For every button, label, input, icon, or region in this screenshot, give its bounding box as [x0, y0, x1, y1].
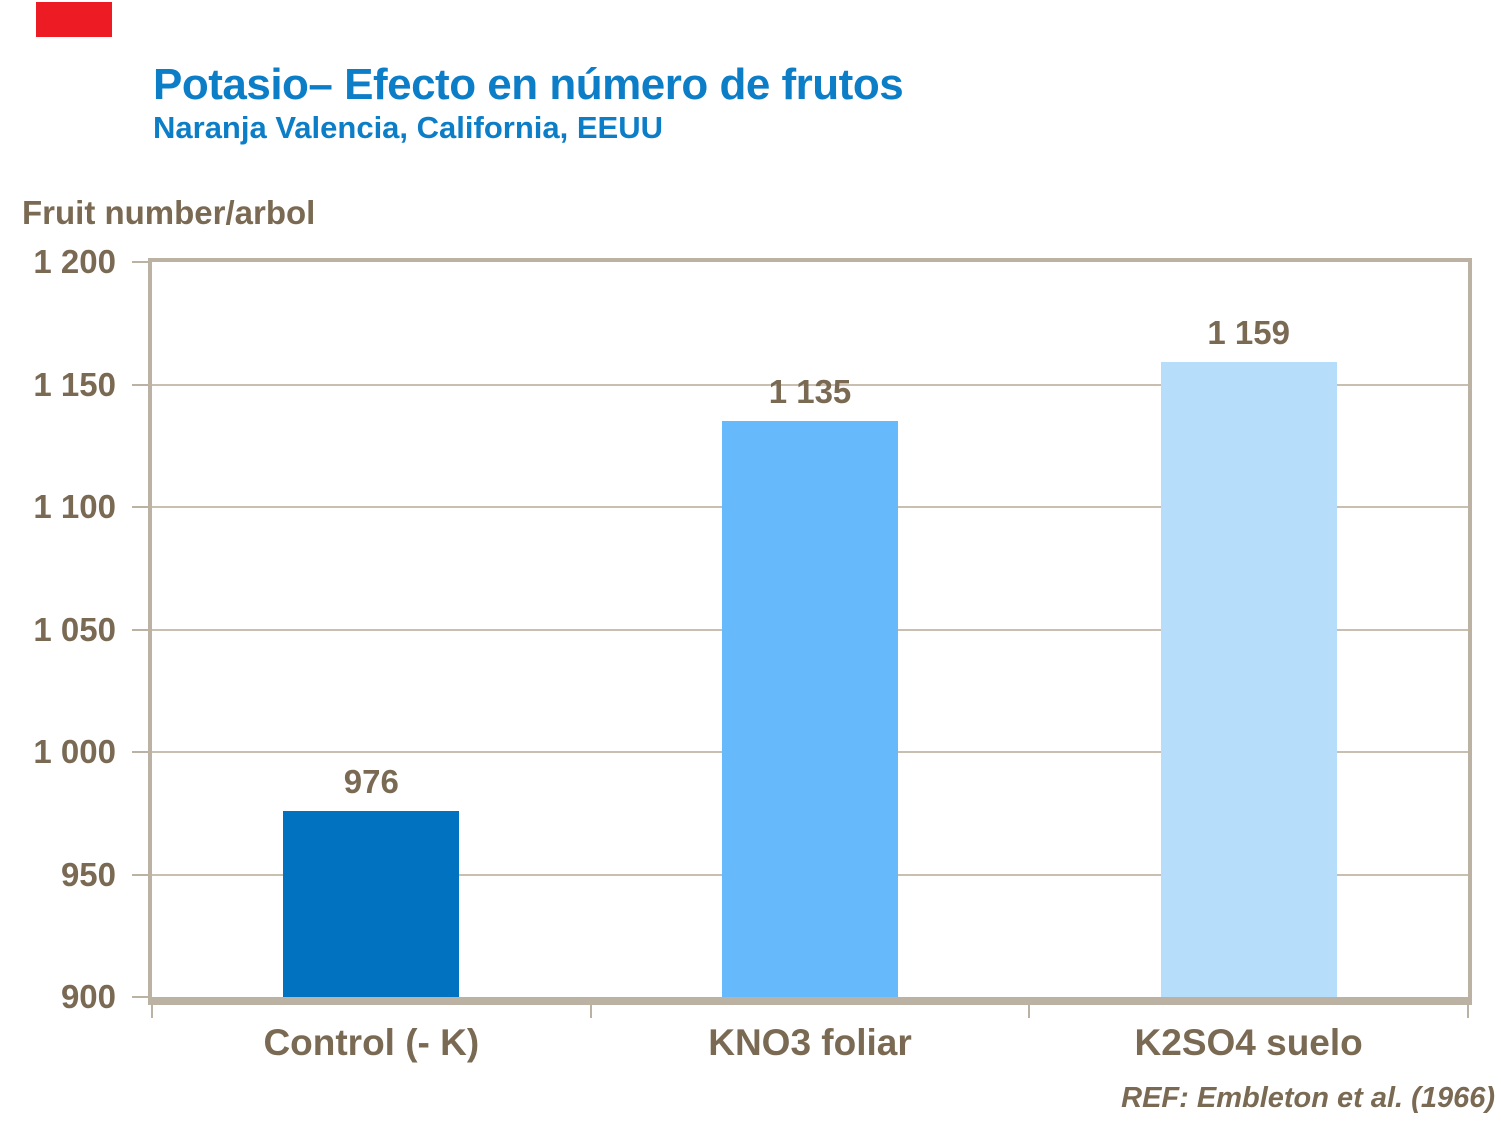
x-tick-mark	[151, 1005, 153, 1018]
logo-red-block	[36, 2, 112, 37]
y-axis-tick-label: 1 050	[33, 610, 116, 648]
y-axis-tick-label: 950	[60, 855, 116, 893]
bar-value-label: 976	[343, 762, 399, 800]
y-tick-mark	[132, 996, 152, 998]
x-tick-mark	[1028, 1005, 1031, 1018]
bar	[1160, 362, 1337, 997]
y-axis-title: Fruit number/arbol	[22, 194, 316, 231]
y-tick-mark	[132, 383, 152, 386]
x-tick-mark	[589, 1005, 592, 1018]
bar	[722, 421, 898, 997]
plot-area	[148, 258, 1472, 1005]
y-axis-tick-label: 1 150	[33, 365, 116, 403]
y-tick-mark	[132, 506, 152, 508]
x-axis-category-label: KNO3 foliar	[708, 1022, 912, 1063]
bar	[283, 810, 460, 997]
y-tick-mark	[132, 751, 152, 753]
bar-value-label: 1 159	[1207, 314, 1290, 352]
y-tick-mark	[132, 628, 152, 631]
y-tick-mark	[132, 873, 152, 876]
y-axis-tick-label: 1 100	[33, 488, 116, 525]
x-tick-mark	[1467, 1005, 1469, 1018]
y-axis-tick-label: 1 000	[33, 733, 116, 770]
chart-subtitle: Naranja Valencia, California, EEUU	[153, 110, 663, 145]
reference-text: REF: Embleton et al. (1966)	[1121, 1082, 1495, 1114]
y-tick-mark	[132, 261, 152, 263]
y-axis-tick-label: 1 200	[33, 243, 116, 280]
gridline	[152, 383, 1468, 386]
chart-title: Potasio– Efecto en número de frutos	[153, 60, 904, 109]
bar-value-label: 1 135	[768, 373, 852, 411]
x-axis-category-label: Control (- K)	[263, 1022, 480, 1063]
y-axis-tick-label: 900	[60, 978, 116, 1015]
x-axis-category-label: K2SO4 suelo	[1134, 1022, 1363, 1063]
